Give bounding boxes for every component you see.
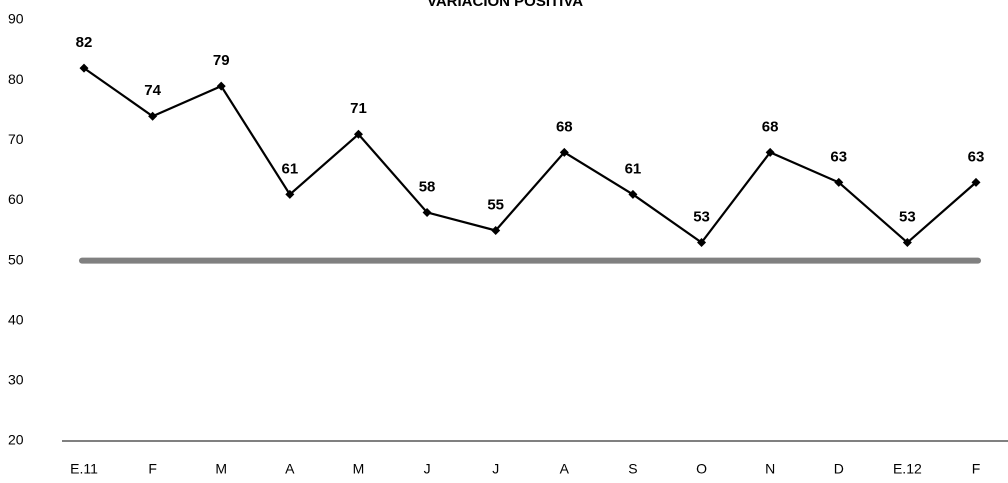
x-tick-label: E.12 <box>893 461 922 477</box>
x-tick-label: M <box>215 461 227 477</box>
x-tick-label: J <box>492 461 499 477</box>
data-label: 61 <box>282 160 299 177</box>
marker <box>697 238 707 248</box>
data-label: 63 <box>968 148 985 165</box>
marker <box>834 177 844 187</box>
marker <box>216 81 226 91</box>
marker <box>559 147 569 157</box>
marker <box>285 189 295 199</box>
y-tick-label: 50 <box>8 251 24 267</box>
x-tick-label: J <box>424 461 431 477</box>
y-tick-label: 60 <box>8 191 24 207</box>
marker <box>902 238 912 248</box>
marker <box>353 129 363 139</box>
marker <box>79 63 89 73</box>
data-label: 53 <box>899 208 916 225</box>
y-tick-label: 80 <box>8 71 24 87</box>
x-tick-label: M <box>353 461 365 477</box>
data-label: 82 <box>76 34 93 51</box>
y-tick-label: 40 <box>8 311 24 327</box>
data-label: 68 <box>762 118 779 135</box>
data-label: 74 <box>144 82 161 99</box>
data-label: 71 <box>350 100 367 117</box>
marker <box>491 226 501 235</box>
data-label: 58 <box>419 178 436 195</box>
x-tick-label: F <box>972 461 981 477</box>
data-label: 63 <box>830 148 847 165</box>
y-tick-label: 20 <box>8 432 24 448</box>
data-label: 61 <box>625 160 642 177</box>
data-label: 79 <box>213 52 230 69</box>
x-tick-label: A <box>285 461 295 477</box>
data-label: 53 <box>693 208 710 225</box>
chart-title: VARIACIÓN POSITIVA <box>427 0 583 10</box>
data-label: 55 <box>487 196 504 213</box>
y-tick-label: 30 <box>8 372 24 388</box>
data-label: 68 <box>556 118 573 135</box>
y-tick-label: 90 <box>8 11 24 27</box>
x-tick-label: D <box>834 461 844 477</box>
marker <box>765 147 775 157</box>
marker <box>422 207 432 217</box>
y-tick-label: 70 <box>8 131 24 147</box>
series-line <box>83 67 977 245</box>
marker <box>971 177 981 187</box>
x-tick-label: O <box>696 461 707 477</box>
x-tick-label: F <box>148 461 157 477</box>
x-tick-label: S <box>628 461 637 477</box>
marker <box>148 111 158 121</box>
marker <box>628 189 638 199</box>
x-tick-label: E.11 <box>70 461 98 477</box>
x-tick-label: N <box>765 461 775 477</box>
x-tick-label: A <box>560 461 570 477</box>
